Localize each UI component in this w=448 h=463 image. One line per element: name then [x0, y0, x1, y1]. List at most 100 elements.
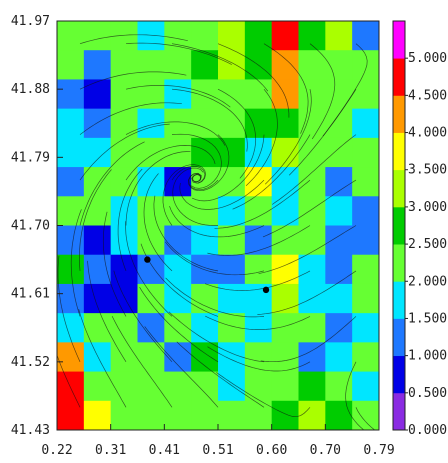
heatmap-cell: [57, 400, 85, 430]
streamline: [153, 195, 219, 272]
heatmap-cell: [218, 225, 246, 256]
y-tick-label: 41.61: [11, 287, 50, 302]
y-tick-label: 41.52: [11, 355, 50, 370]
heatmap-cell: [352, 283, 379, 314]
y-tick-label: 41.79: [11, 150, 50, 165]
streamline: [87, 260, 127, 362]
streamline: [288, 89, 357, 176]
heatmap-cell: [325, 313, 353, 343]
colorbar-segment: [393, 169, 405, 208]
heatmap-cell: [271, 50, 300, 81]
heatmap-cell: [164, 225, 192, 256]
heatmap-cell: [352, 254, 379, 285]
heatmap-cell: [271, 79, 300, 110]
heatmap-cell: [298, 225, 326, 256]
heatmap-cell: [352, 196, 379, 227]
heatmap-cell: [83, 371, 112, 402]
heatmap-cell: [298, 167, 326, 197]
streamline: [57, 255, 81, 362]
colorbar-frame: [392, 20, 406, 431]
streamline: [79, 169, 112, 271]
heatmap-cell: [164, 79, 192, 110]
heatmap-cell: [218, 108, 246, 139]
streamline: [79, 141, 145, 226]
heatmap-cell: [57, 79, 85, 110]
streamline: [264, 89, 312, 185]
heatmap-cell: [83, 225, 112, 256]
heatmap-cell: [137, 108, 165, 139]
heatmap-cell: [298, 342, 326, 373]
streamline: [165, 241, 265, 276]
streamline: [188, 134, 230, 192]
y-tick-label: 41.88: [11, 82, 50, 97]
heatmap-cell: [298, 21, 326, 51]
streamline: [139, 287, 219, 363]
colorbar-segment: [393, 244, 405, 282]
heatmap-cell: [271, 225, 300, 256]
point-marker: [262, 286, 270, 294]
heatmap-cell: [57, 196, 85, 227]
streamline: [168, 311, 265, 363]
heatmap-cell: [218, 50, 246, 81]
heatmap-cell: [191, 196, 219, 227]
heatmap-cell: [271, 371, 300, 402]
heatmap-cell: [218, 254, 246, 285]
plot-area: [56, 20, 380, 431]
heatmap-cell: [325, 196, 353, 227]
colorbar-label: 3.000: [408, 200, 447, 215]
heatmap-cell: [271, 254, 300, 285]
heatmap-cell: [83, 283, 112, 314]
streamline: [207, 346, 311, 372]
streamline: [191, 134, 265, 202]
x-tick-label: 0.79: [363, 443, 394, 458]
heatmap-cell: [57, 137, 85, 168]
heatmap-cell: [110, 400, 139, 430]
streamline: [171, 88, 248, 152]
heatmap-cell: [218, 196, 246, 227]
colorbar-segment: [393, 392, 405, 431]
streamline: [257, 270, 357, 315]
heatmap-cell: [325, 137, 353, 168]
heatmap-cell: [191, 313, 219, 343]
streamline: [172, 167, 219, 226]
streamline: [355, 407, 376, 430]
colorbar-label: 4.000: [408, 126, 447, 141]
heatmap-cell: [298, 313, 326, 343]
streamline: [258, 225, 357, 275]
heatmap-cell: [164, 50, 192, 81]
colorbar-segment: [393, 58, 405, 96]
heatmap-cell: [352, 342, 379, 373]
y-tick-label: 41.43: [11, 423, 50, 438]
heatmap-cell: [83, 50, 112, 81]
heatmap-cell: [110, 167, 139, 197]
heatmap-cell: [191, 79, 219, 110]
streamline: [70, 209, 82, 317]
x-tick-label: 0.60: [256, 443, 287, 458]
colorbar-segment: [393, 318, 405, 357]
heatmap-cell: [244, 400, 273, 430]
x-tick-label: 0.41: [149, 443, 180, 458]
heatmap-cell: [57, 167, 85, 197]
streamline: [309, 43, 336, 140]
heatmap-cell: [57, 283, 85, 314]
heatmap-cell: [352, 21, 379, 51]
y-tick-label: 41.70: [11, 219, 50, 234]
streamline: [79, 123, 170, 181]
streamline: [125, 42, 232, 65]
heatmap-cell: [352, 225, 379, 256]
heatmap-cell: [191, 371, 219, 402]
colorbar-label: 3.500: [408, 163, 447, 178]
heatmap-cell: [164, 283, 192, 314]
heatmap-cell: [191, 342, 219, 373]
heatmap-cell: [218, 79, 246, 110]
heatmap-cell: [298, 137, 326, 168]
streamline: [78, 309, 127, 408]
heatmap-cell: [137, 342, 165, 373]
heatmap-cell: [271, 137, 300, 168]
heatmap-cell: [83, 137, 112, 168]
heatmap-cell: [164, 400, 192, 430]
heatmap-cell: [244, 254, 273, 285]
streamline: [260, 316, 357, 363]
heatmap-cell: [271, 342, 300, 373]
